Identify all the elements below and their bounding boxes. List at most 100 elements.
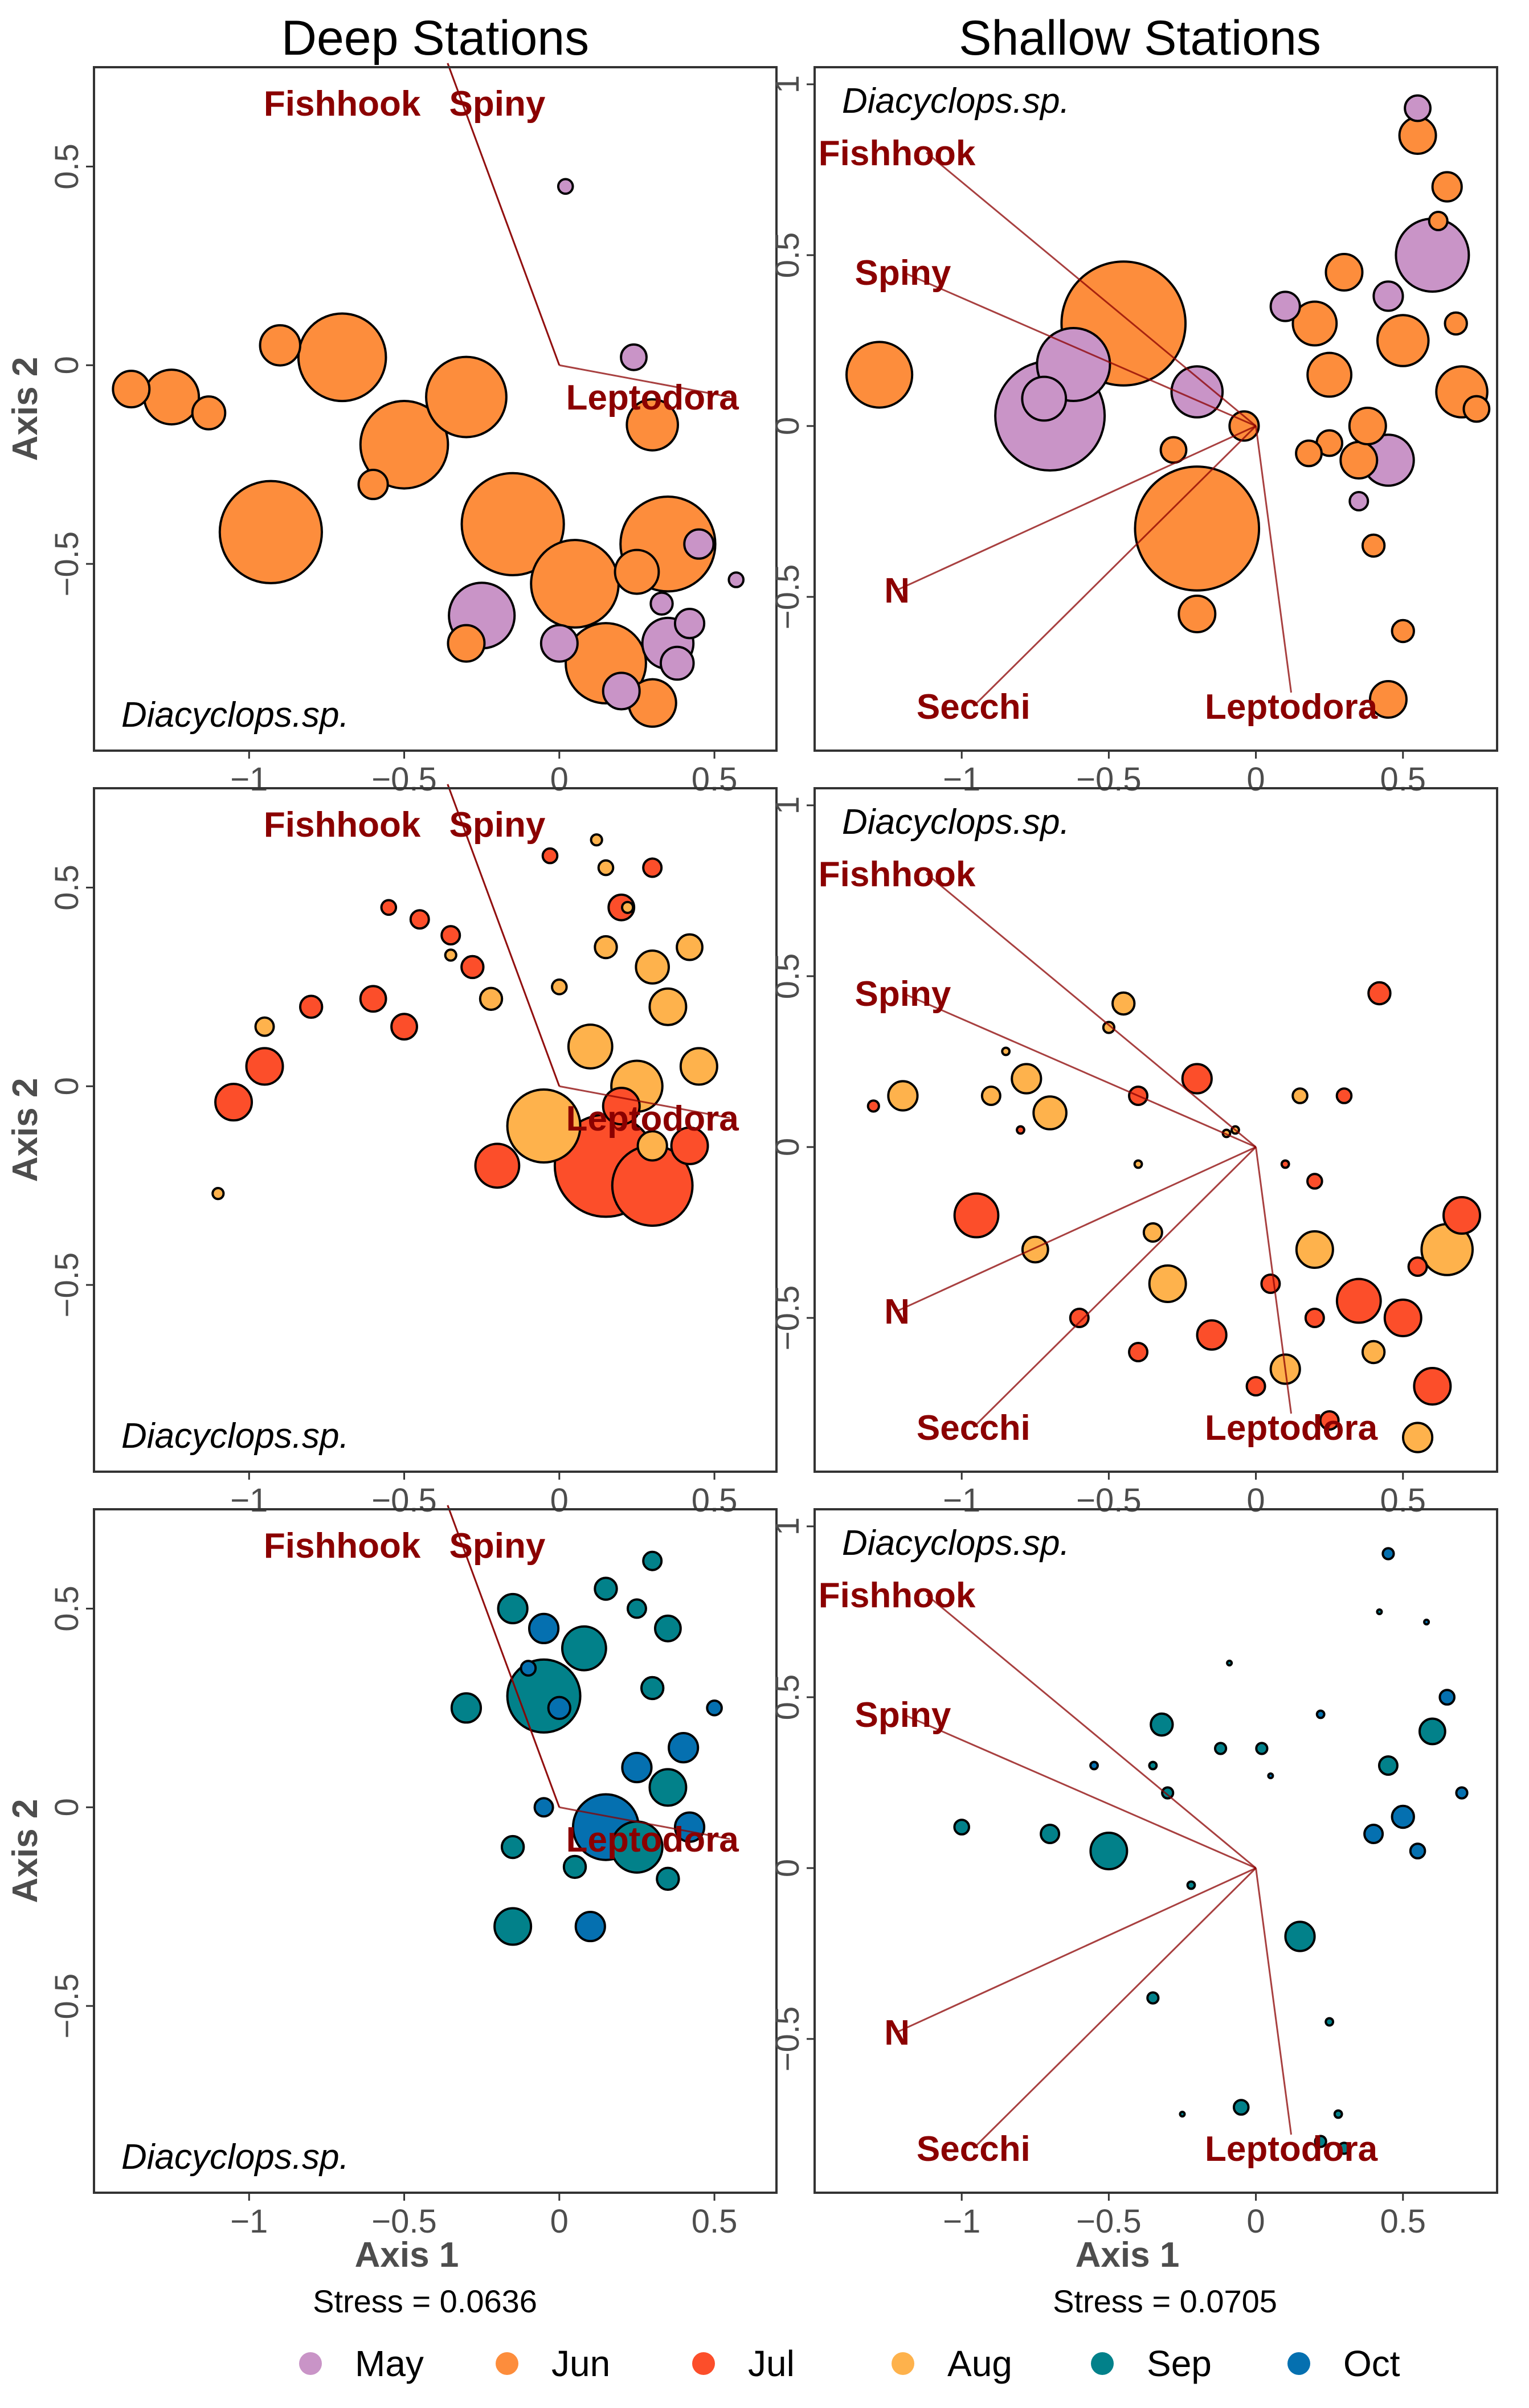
legend: May Jun Jul Aug Sep Oct xyxy=(299,2343,1400,2384)
point-jul xyxy=(1245,1376,1266,1397)
point-sep xyxy=(1161,1786,1175,1800)
legend-swatch-jul xyxy=(692,2352,715,2375)
point-sep xyxy=(1214,1742,1228,1755)
point-oct xyxy=(1315,1709,1326,1719)
x-tick-label: −1 xyxy=(230,2203,268,2240)
point-aug xyxy=(567,1023,614,1070)
x-tick-label: −1 xyxy=(943,1482,980,1519)
vector-label-fishhook: Fishhook xyxy=(819,855,976,894)
point-jul xyxy=(1181,1063,1213,1095)
points xyxy=(112,178,745,728)
point-jul xyxy=(1016,1125,1025,1135)
point-aug xyxy=(506,1088,582,1164)
x-tick-label: −1 xyxy=(230,761,268,798)
point-jul xyxy=(214,1083,254,1122)
point-jul xyxy=(440,925,461,946)
x-tick-label: −0.5 xyxy=(1076,1482,1142,1519)
point-jun xyxy=(1462,395,1491,423)
point-sep xyxy=(1186,1880,1196,1890)
point-sep xyxy=(640,1676,665,1701)
y-tick-label: −0.5 xyxy=(769,564,806,630)
points xyxy=(953,1547,1469,2155)
point-may xyxy=(683,528,715,560)
point-aug xyxy=(679,1047,718,1086)
point-may xyxy=(673,608,706,640)
column-title-deep: Deep Stations xyxy=(281,11,589,65)
point-jul xyxy=(1442,1196,1482,1235)
point-aug xyxy=(1295,1230,1334,1269)
point-aug xyxy=(1291,1087,1309,1104)
point-sep xyxy=(450,1692,483,1724)
point-jul xyxy=(1383,1299,1422,1337)
legend-label-sep: Sep xyxy=(1147,2343,1212,2384)
legend-swatch-aug xyxy=(892,2352,914,2375)
x-tick-label: −1 xyxy=(230,1482,268,1519)
point-jun xyxy=(1431,171,1463,203)
y-axis-label: Axis 2 xyxy=(6,1078,45,1182)
y-tick-label: 0.5 xyxy=(769,232,806,279)
point-jul xyxy=(409,909,430,930)
point-jul xyxy=(474,1142,521,1189)
point-jun xyxy=(1376,314,1430,367)
vector-label-spiny: Spiny xyxy=(855,1696,951,1735)
vector-spiny xyxy=(902,992,1257,1148)
point-aug xyxy=(1021,1235,1049,1264)
vector-label-spiny: Spiny xyxy=(855,974,951,1014)
vector-label-secchi: Secchi xyxy=(917,2129,1031,2169)
x-axis-label: Axis 1 xyxy=(1076,2235,1180,2275)
point-jun xyxy=(1398,116,1437,155)
point-jun xyxy=(425,355,508,439)
x-tick-label: 0 xyxy=(1246,2203,1265,2240)
point-jul xyxy=(1413,1367,1452,1406)
point-sep xyxy=(493,1907,533,1946)
point-sep xyxy=(1255,1742,1269,1755)
legend-swatch-oct xyxy=(1287,2352,1310,2375)
point-jun xyxy=(218,480,323,584)
point-jun xyxy=(1228,410,1260,442)
point-oct xyxy=(1438,1689,1456,1706)
point-oct xyxy=(673,1811,706,1843)
point-jun xyxy=(357,468,389,501)
point-jul xyxy=(1407,1256,1428,1277)
point-may xyxy=(659,645,695,681)
point-jun xyxy=(1159,436,1188,464)
x-tick-label: 0.5 xyxy=(1380,1482,1426,1519)
y-tick-label: 0 xyxy=(769,1859,806,1877)
x-tick-label: 0.5 xyxy=(692,1482,738,1519)
point-jun xyxy=(297,312,387,403)
point-sep xyxy=(497,1592,529,1625)
panels: Fishhook Spiny Leptodora Diacyclops.sp. −1 −0… xyxy=(6,63,1498,2275)
y-tick-label: 0.5 xyxy=(48,1586,85,1632)
point-jul xyxy=(299,994,324,1019)
vector-label-n: N xyxy=(884,1292,910,1332)
point-jun xyxy=(1178,595,1217,633)
corner-label: Diacyclops.sp. xyxy=(842,1524,1070,1563)
point-sep xyxy=(656,1866,680,1891)
point-may xyxy=(1021,375,1068,422)
vector-label-leptodora: Leptodora xyxy=(1205,1408,1378,1448)
x-tick-label: −1 xyxy=(943,2203,980,2240)
point-aug xyxy=(676,933,704,961)
stress-deep: Stress = 0.0636 xyxy=(313,2283,537,2319)
vector-n xyxy=(896,1867,1257,2033)
point-sep xyxy=(1232,2099,1250,2116)
stress-shallow: Stress = 0.0705 xyxy=(1053,2283,1277,2319)
vector-fishhook xyxy=(926,873,1257,1148)
vector-label-secchi: Secchi xyxy=(917,1408,1031,1448)
y-tick-label: 0 xyxy=(769,1138,806,1156)
point-jul xyxy=(541,847,559,865)
point-jun xyxy=(460,472,565,576)
point-oct xyxy=(1409,1842,1426,1860)
y-tick-label: −0.5 xyxy=(48,531,85,597)
column-title-shallow: Shallow Stations xyxy=(959,11,1321,65)
vector-label-fishhook: Fishhook xyxy=(819,134,976,173)
points xyxy=(450,1550,723,1946)
x-tick-label: 0.5 xyxy=(1380,2203,1426,2240)
point-jun xyxy=(1361,533,1386,558)
point-jul xyxy=(390,1013,418,1041)
point-aug xyxy=(1142,1222,1163,1243)
point-oct xyxy=(1391,1804,1415,1829)
point-jun xyxy=(1134,465,1261,592)
x-tick-label: −0.5 xyxy=(371,761,437,798)
